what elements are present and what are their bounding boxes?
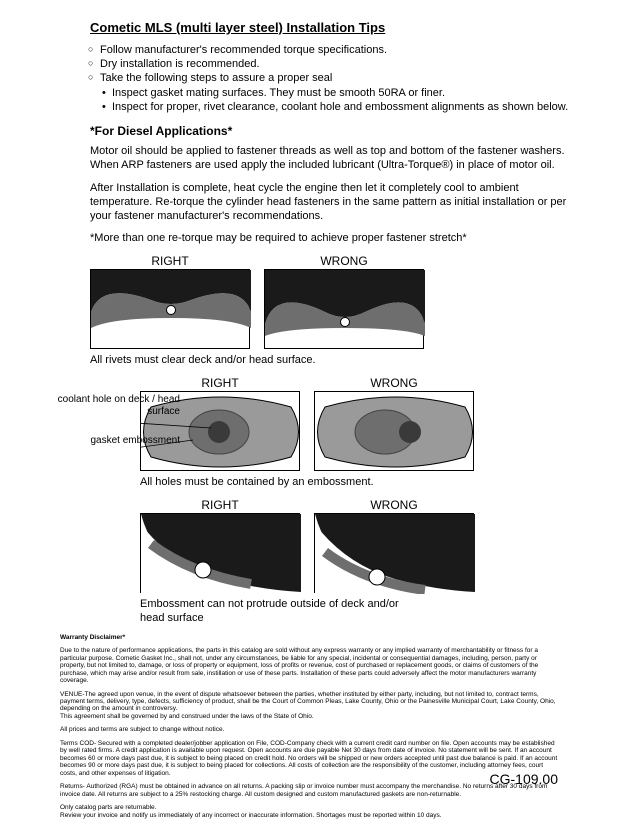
fineprint-para: Only catalog parts are returnable. Revie… (60, 804, 558, 819)
bullet-list: Follow manufacturer's recommended torque… (90, 43, 588, 114)
label-wrong: WRONG (314, 498, 474, 514)
fineprint: Warranty Disclaimer* Due to the nature o… (60, 634, 558, 819)
section-heading: *For Diesel Applications* (90, 124, 588, 140)
diagram-row-holes: coolant hole on deck / head surface gask… (140, 376, 588, 490)
sub-bullet-item: Inspect for proper, rivet clearance, coo… (102, 100, 588, 114)
fineprint-para: Terms COD- Secured with a completed deal… (60, 740, 558, 777)
callout-coolant: coolant hole on deck / head surface (30, 394, 180, 418)
bullet-item: Follow manufacturer's recommended torque… (90, 43, 588, 57)
diagram-section: RIGHT WRONG All rivets must clear deck a… (90, 254, 588, 626)
callout-embossment: gasket embossment (30, 434, 180, 447)
caption-holes: All holes must be contained by an emboss… (140, 475, 588, 489)
diagram-row-rivets: RIGHT WRONG All rivets must clear deck a… (90, 254, 588, 368)
bullet-item: Dry installation is recommended. (90, 57, 588, 71)
label-right: RIGHT (140, 376, 300, 392)
bullet-item: Take the following steps to assure a pro… (90, 71, 588, 85)
panel-rivet-wrong (264, 269, 424, 349)
page-title: Cometic MLS (multi layer steel) Installa… (90, 20, 588, 37)
caption-rivets: All rivets must clear deck and/or head s… (90, 353, 588, 367)
fineprint-para: Returns- Authorized (RGA) must be obtain… (60, 783, 558, 798)
fineprint-para: VENUE-The agreed upon venue, in the even… (60, 691, 558, 721)
paragraph: After Installation is complete, heat cyc… (90, 181, 578, 224)
label-wrong: WRONG (314, 376, 474, 392)
panel-emboss-right (140, 513, 300, 593)
panel-rivet-right (90, 269, 250, 349)
fineprint-para: Due to the nature of performance applica… (60, 647, 558, 684)
fineprint-para: All prices and terms are subject to chan… (60, 726, 558, 733)
caption-embossment: Embossment can not protrude outside of d… (140, 597, 420, 626)
label-wrong: WRONG (264, 254, 424, 270)
panel-emboss-wrong (314, 513, 474, 593)
label-right: RIGHT (140, 498, 300, 514)
paragraph: *More than one re-torque may be required… (90, 231, 578, 245)
label-right: RIGHT (90, 254, 250, 270)
fineprint-heading: Warranty Disclaimer* (60, 634, 558, 641)
sub-bullet-item: Inspect gasket mating surfaces. They mus… (102, 86, 588, 100)
diagram-row-embossment: RIGHT WRONG Embossment (140, 498, 588, 626)
page-number: CG-109.00 (490, 770, 558, 788)
paragraph: Motor oil should be applied to fastener … (90, 144, 578, 173)
panel-hole-wrong (314, 391, 474, 471)
